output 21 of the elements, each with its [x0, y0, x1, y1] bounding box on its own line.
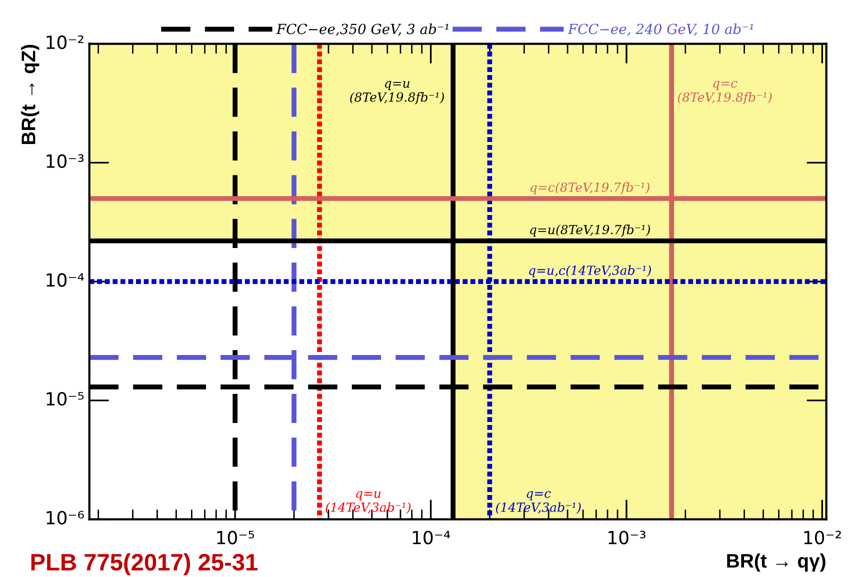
ref-line-label: FCC−ee, 240 GeV, 10 ab⁻¹: [568, 23, 753, 36]
y-tick-label: 10⁻³: [46, 154, 84, 168]
y-tick-label: 10⁻⁴: [46, 273, 84, 287]
annotation: q=u,c(14TeV,3ab⁻¹): [529, 265, 651, 278]
y-tick-label: 10⁻⁶: [46, 510, 84, 525]
x-axis-title: BR(t → qγ): [727, 553, 826, 572]
x-tick-label: 10⁻⁴: [412, 530, 450, 544]
annotation: q=c (8TeV,19.8fb⁻¹): [678, 80, 772, 104]
annotation: q=c(8TeV,19.7fb⁻¹): [530, 182, 650, 194]
annotation: q=c (14TeV,3ab⁻¹): [496, 491, 581, 514]
x-tick-label: 10⁻³: [608, 530, 646, 544]
x-tick-label: 10⁻²: [804, 530, 841, 544]
y-tick-label: 10⁻⁵: [46, 392, 84, 406]
annotation: q=u (14TeV,3ab⁻¹): [326, 491, 411, 514]
annotation: q=u(8TeV,19.7fb⁻¹): [530, 224, 650, 237]
ref-line-label: FCC−ee,350 GeV, 3 ab⁻¹: [276, 23, 448, 36]
text: PLB 775(2017) 25-31: [31, 553, 258, 576]
annotation: q=u (8TeV,19.8fb⁻¹): [350, 80, 444, 104]
x-tick-label: 10⁻⁵: [217, 530, 254, 544]
y-tick-label: 10⁻²: [46, 35, 84, 50]
y-axis-title: BR(t → qZ): [21, 44, 40, 144]
